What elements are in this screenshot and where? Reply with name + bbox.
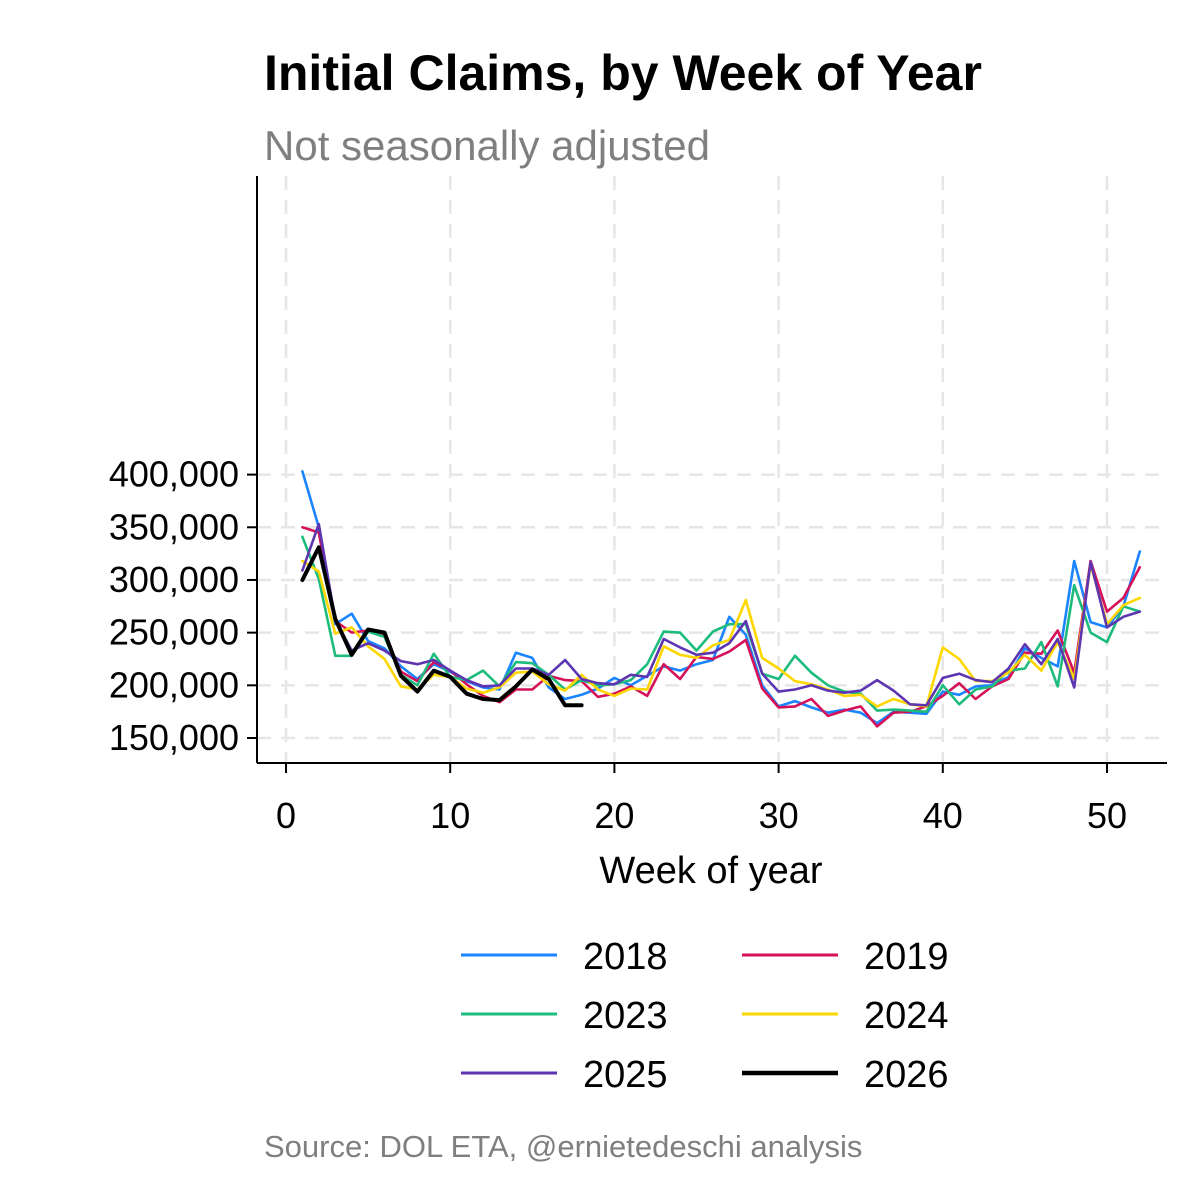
legend-label-2025: 2025 bbox=[583, 1054, 668, 1096]
y-tick-label: 350,000 bbox=[109, 506, 239, 547]
chart-title: Initial Claims, by Week of Year bbox=[264, 45, 982, 101]
axes: 150,000 200,000 250,000 300,000 350,000 400,0… bbox=[109, 176, 1167, 892]
y-tick-label: 250,000 bbox=[109, 612, 239, 653]
series-line-2018 bbox=[301, 470, 1142, 725]
x-axis-title: Week of year bbox=[599, 850, 823, 892]
legend-label-2019: 2019 bbox=[864, 936, 949, 978]
chart-subtitle: Not seasonally adjusted bbox=[264, 122, 710, 169]
legend-label-2024: 2024 bbox=[864, 995, 949, 1037]
x-tick-label: 10 bbox=[430, 795, 470, 836]
legend-label-2023: 2023 bbox=[583, 995, 668, 1037]
x-tick-label: 40 bbox=[923, 795, 963, 836]
legend-label-2026: 2026 bbox=[864, 1054, 949, 1096]
x-tick-label: 30 bbox=[759, 795, 799, 836]
y-tick-label: 400,000 bbox=[109, 454, 239, 495]
series-lines bbox=[300, 470, 1142, 728]
x-tick-label: 50 bbox=[1087, 795, 1127, 836]
legend-label-2018: 2018 bbox=[583, 936, 668, 978]
x-tick-label: 0 bbox=[276, 795, 296, 836]
series-line-2025 bbox=[301, 522, 1142, 707]
y-tick-label: 200,000 bbox=[109, 664, 239, 705]
x-tick-label: 20 bbox=[594, 795, 634, 836]
y-tick-label: 150,000 bbox=[109, 717, 239, 758]
legend: 2018 2019 2023 2024 2025 2026 bbox=[461, 936, 949, 1096]
series-line-2026 bbox=[300, 545, 584, 708]
y-tick-label: 300,000 bbox=[109, 559, 239, 600]
source-note: Source: DOL ETA, @ernietedeschi analysis bbox=[264, 1129, 863, 1164]
